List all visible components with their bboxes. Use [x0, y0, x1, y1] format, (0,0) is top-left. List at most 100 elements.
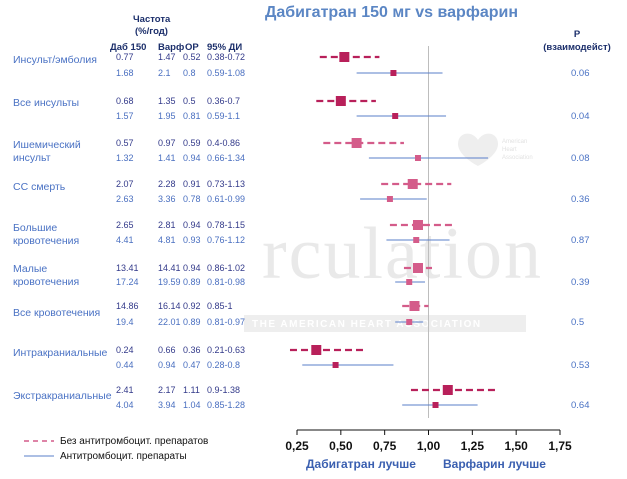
- cell-warf: 3.94: [158, 400, 176, 410]
- cell-ci: 0.28-0.8: [207, 360, 240, 370]
- or-marker-no-antiplatelet: [409, 301, 420, 311]
- or-marker-no-antiplatelet: [351, 138, 362, 148]
- or-marker-no-antiplatelet: [311, 345, 322, 355]
- cell-dab: 0.44: [116, 360, 134, 370]
- cell-ci: 0.59-1.1: [207, 111, 240, 121]
- tick-label: 1,75: [548, 439, 572, 453]
- or-marker-antiplatelet: [386, 196, 393, 202]
- p-header-line2: (взаимодейст): [543, 42, 611, 53]
- outcome-label: Все инсульты: [13, 97, 79, 109]
- cell-warf: 2.1: [158, 68, 171, 78]
- cell-ci: 0.78-1.15: [207, 220, 245, 230]
- tick-label: 1,50: [504, 439, 528, 453]
- tick-label: 0,25: [285, 439, 309, 453]
- p-value: 0.08: [571, 153, 590, 164]
- cell-ci: 0.4-0.86: [207, 138, 240, 148]
- col-header-dab: Даб 150: [110, 42, 146, 53]
- cell-ci: 0.73-1.13: [207, 179, 245, 189]
- or-marker-no-antiplatelet: [407, 179, 418, 189]
- outcome-label: Ишемический: [13, 139, 81, 151]
- or-marker-antiplatelet: [406, 319, 413, 325]
- outcome-label: кровотечения: [13, 235, 79, 247]
- or-marker-antiplatelet: [332, 362, 339, 368]
- cell-warf: 1.47: [158, 52, 176, 62]
- p-value: 0.5: [571, 317, 584, 328]
- chart-title: Дабигатран 150 мг vs варфарин: [265, 4, 518, 21]
- p-value: 0.04: [571, 111, 590, 122]
- outcome-label: Малые: [13, 263, 47, 275]
- or-marker-antiplatelet: [413, 237, 420, 243]
- cell-warf: 4.81: [158, 235, 176, 245]
- cell-or: 0.78: [183, 194, 201, 204]
- or-marker-no-antiplatelet: [339, 52, 350, 62]
- outcome-label: Инсульт/эмболия: [13, 54, 97, 66]
- or-marker-no-antiplatelet: [442, 385, 453, 395]
- cell-or: 0.94: [183, 153, 201, 163]
- outcome-label: Все кровотечения: [13, 307, 100, 319]
- tick-label: 0,75: [373, 439, 397, 453]
- watermark-text: rculation: [262, 213, 543, 295]
- cell-dab: 0.68: [116, 96, 134, 106]
- p-header-line1: P: [574, 29, 581, 40]
- or-marker-no-antiplatelet: [412, 220, 423, 230]
- cell-warf: 16.14: [158, 301, 181, 311]
- cell-ci: 0.76-1.12: [207, 235, 245, 245]
- cell-or: 0.47: [183, 360, 201, 370]
- watermark: rculation THE AMERICAN HEART ASSOCIATION…: [244, 133, 543, 332]
- cell-dab: 13.41: [116, 263, 139, 273]
- cell-ci: 0.38-0.72: [207, 52, 245, 62]
- cell-warf: 19.59: [158, 277, 181, 287]
- legend-label-antiplatelet: Антитромбоцит. препараты: [60, 450, 187, 462]
- cell-or: 1.04: [183, 400, 201, 410]
- legend: Без антитромбоцит. препаратов Антитромбо…: [24, 435, 208, 462]
- tick-label: 1,25: [461, 439, 485, 453]
- cell-or: 0.94: [183, 220, 201, 230]
- outcome-label: Экстракраниальные: [13, 390, 112, 402]
- cell-dab: 1.68: [116, 68, 134, 78]
- cell-or: 0.91: [183, 179, 201, 189]
- cell-or: 0.93: [183, 235, 201, 245]
- p-value: 0.39: [571, 277, 590, 288]
- cell-warf: 1.41: [158, 153, 176, 163]
- cell-dab: 1.32: [116, 153, 134, 163]
- outcome-label: Интракраниальные: [13, 347, 108, 359]
- or-marker-antiplatelet: [414, 155, 421, 161]
- cell-warf: 1.95: [158, 111, 176, 121]
- table-header: Частота (%/год) Даб 150 Варф ОР 95% ДИ P…: [110, 14, 611, 53]
- outcome-group: Все кровотечения 0.5 14.86 16.14 0.92 0.85-1 1…: [13, 301, 584, 328]
- cell-ci: 0.85-1.28: [207, 400, 245, 410]
- cell-warf: 0.94: [158, 360, 176, 370]
- p-value: 0.64: [571, 400, 590, 411]
- cell-ci: 0.85-1: [207, 301, 233, 311]
- col-header-or: ОР: [185, 42, 199, 53]
- outcome-label: СС смерть: [13, 181, 66, 193]
- cell-or: 0.36: [183, 345, 201, 355]
- cell-or: 0.92: [183, 301, 201, 311]
- x-axis: 0,25 0,50 0,75 1,00 1,25 1,50 1,75: [285, 429, 572, 453]
- cell-ci: 0.59-1.08: [207, 68, 245, 78]
- or-marker-no-antiplatelet: [335, 96, 346, 106]
- cell-warf: 3.36: [158, 194, 176, 204]
- cell-or: 0.8: [183, 68, 196, 78]
- cell-dab: 0.77: [116, 52, 134, 62]
- cell-dab: 14.86: [116, 301, 139, 311]
- outcome-group: Все инсульты 0.04 0.68 1.35 0.5 0.36-0.7 1.57 1…: [13, 96, 590, 122]
- cell-warf: 1.35: [158, 96, 176, 106]
- outcome-label: инсульт: [13, 152, 51, 164]
- cell-ci: 0.21-0.63: [207, 345, 245, 355]
- cell-or: 0.89: [183, 317, 201, 327]
- or-marker-antiplatelet: [392, 113, 399, 119]
- cell-warf: 22.01: [158, 317, 181, 327]
- tick-label: 1,00: [417, 439, 441, 453]
- legend-label-no-antiplatelet: Без антитромбоцит. препаратов: [60, 435, 208, 447]
- outcome-label: кровотечения: [13, 276, 79, 288]
- heart-torch-icon: [458, 133, 498, 166]
- col-header-warf: Варф: [158, 42, 184, 53]
- p-value: 0.36: [571, 194, 590, 205]
- badge-line-1: American: [502, 139, 527, 145]
- rate-header-line1: Частота: [133, 14, 171, 25]
